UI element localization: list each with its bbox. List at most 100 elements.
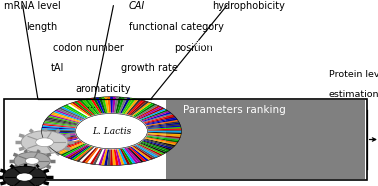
Wedge shape [65,105,88,118]
Wedge shape [133,104,156,118]
Wedge shape [60,143,87,156]
Wedge shape [132,145,154,159]
Wedge shape [136,143,163,156]
Wedge shape [147,125,181,129]
Wedge shape [49,139,80,148]
Wedge shape [129,146,149,161]
Wedge shape [147,127,181,130]
Wedge shape [104,97,109,114]
Wedge shape [57,109,84,120]
Wedge shape [141,140,171,150]
Wedge shape [45,118,78,125]
Circle shape [76,113,147,149]
Wedge shape [42,130,76,131]
Text: Parameters selection: Parameters selection [183,71,293,81]
Wedge shape [93,98,103,114]
Wedge shape [50,113,81,123]
Text: mRNA level: mRNA level [4,1,60,11]
Wedge shape [122,148,136,164]
Wedge shape [144,138,177,145]
Wedge shape [125,147,141,163]
Wedge shape [121,98,133,114]
Wedge shape [117,148,125,165]
Wedge shape [147,124,180,128]
Wedge shape [115,149,122,165]
Text: aromaticity: aromaticity [76,84,131,94]
Wedge shape [110,149,113,166]
Wedge shape [45,137,78,144]
Wedge shape [52,140,82,150]
Wedge shape [96,97,105,114]
Wedge shape [60,107,87,119]
Wedge shape [146,136,178,142]
Text: tAI: tAI [51,63,64,73]
Wedge shape [144,138,175,146]
Wedge shape [43,123,77,127]
Wedge shape [107,149,111,166]
Wedge shape [65,144,88,158]
Bar [166,100,365,179]
Wedge shape [139,142,166,154]
Wedge shape [45,120,77,126]
Wedge shape [93,148,103,165]
Wedge shape [49,115,80,123]
Wedge shape [53,111,82,121]
Wedge shape [48,116,79,124]
Wedge shape [146,121,179,127]
Wedge shape [145,137,178,144]
Wedge shape [87,148,101,164]
Text: CAI: CAI [129,1,145,11]
Wedge shape [122,98,136,115]
Wedge shape [101,97,108,114]
Wedge shape [120,98,130,114]
Wedge shape [136,144,160,157]
Wedge shape [129,101,149,116]
Wedge shape [128,146,146,162]
Wedge shape [67,145,90,158]
Wedge shape [42,133,76,135]
Wedge shape [52,112,82,122]
Text: estimation: estimation [329,90,378,99]
Wedge shape [42,133,76,137]
Wedge shape [120,148,130,165]
Circle shape [36,138,54,147]
Wedge shape [141,141,170,151]
Wedge shape [132,103,154,117]
Wedge shape [63,106,87,118]
Wedge shape [82,99,98,115]
Circle shape [16,173,33,181]
Wedge shape [96,148,105,165]
Wedge shape [136,106,160,118]
Wedge shape [90,148,102,164]
Wedge shape [141,111,170,121]
Wedge shape [147,128,181,130]
Text: hydrophobicity: hydrophobicity [212,1,285,11]
Wedge shape [127,147,144,162]
Circle shape [25,158,39,164]
Wedge shape [112,149,116,166]
Wedge shape [50,140,81,149]
Bar [4,99,367,180]
Wedge shape [42,125,76,129]
Wedge shape [135,144,158,158]
Wedge shape [63,144,87,157]
Text: functional category: functional category [129,22,223,32]
Wedge shape [146,135,180,140]
Wedge shape [84,99,99,115]
Wedge shape [114,149,119,166]
Wedge shape [42,128,76,130]
Wedge shape [138,108,164,120]
Wedge shape [115,97,122,114]
Wedge shape [71,102,92,117]
Wedge shape [135,105,158,118]
Wedge shape [74,101,93,116]
Wedge shape [67,104,90,118]
Wedge shape [138,143,164,155]
Wedge shape [82,147,98,163]
Wedge shape [146,123,180,127]
Wedge shape [147,132,181,134]
Wedge shape [84,147,99,163]
Wedge shape [59,143,85,155]
Wedge shape [141,112,171,122]
Wedge shape [59,108,85,120]
